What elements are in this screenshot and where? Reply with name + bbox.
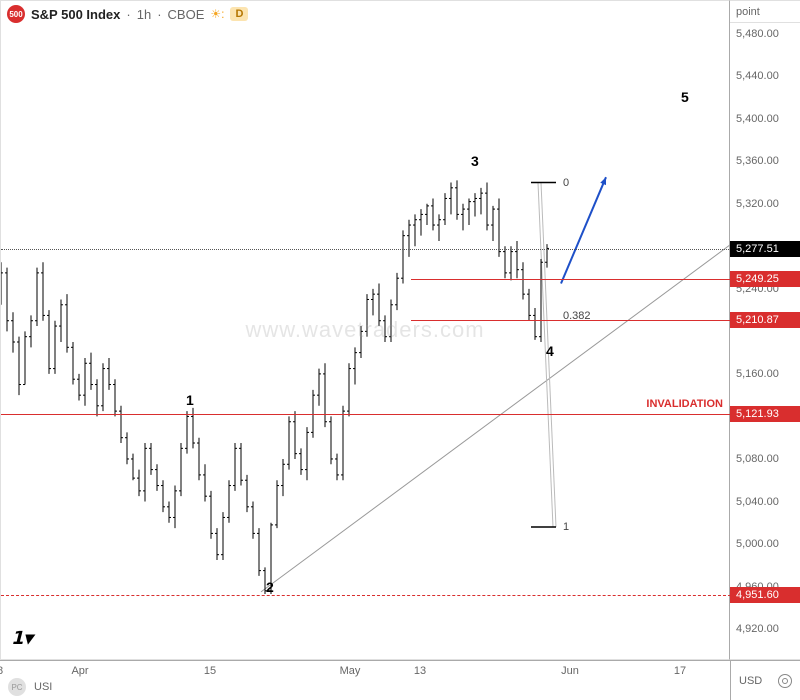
x-tick: Jun	[561, 665, 579, 677]
interval[interactable]: 1h	[137, 7, 151, 22]
price-tag: 5,277.51	[730, 241, 800, 257]
chart-svg	[1, 1, 731, 661]
gear-icon[interactable]	[778, 674, 792, 688]
x-tick: 15	[204, 665, 216, 677]
y-tick: 5,480.00	[736, 28, 779, 40]
provider-label: USI	[34, 681, 52, 693]
x-tick: 13	[414, 665, 426, 677]
x-tick: 8	[0, 665, 3, 677]
y-tick: 5,320.00	[736, 198, 779, 210]
y-axis-label: point	[730, 1, 800, 23]
dot-sep: ·	[126, 7, 130, 22]
symbol-logo: 500	[7, 5, 25, 23]
fib-label: 1	[563, 521, 569, 533]
y-tick: 5,160.00	[736, 368, 779, 380]
wave-label: 5	[681, 89, 689, 105]
y-tick: 5,000.00	[736, 538, 779, 550]
price-tag: 5,210.87	[730, 312, 800, 328]
h-line	[411, 279, 731, 280]
y-tick: 5,400.00	[736, 113, 779, 125]
tradingview-logo[interactable]: 𝟭▾	[11, 628, 30, 649]
fib-label: 0	[563, 177, 569, 189]
wave-label: 4	[546, 343, 554, 359]
x-tick: May	[340, 665, 361, 677]
y-tick: 5,080.00	[736, 453, 779, 465]
wave-label: 2	[266, 579, 274, 595]
price-tag: 4,951.60	[730, 587, 800, 603]
x-footer: PC USI	[8, 678, 52, 696]
currency-label[interactable]: USD	[739, 675, 762, 687]
h-line	[1, 595, 731, 596]
price-tag: 5,121.93	[730, 406, 800, 422]
wave-label: 1	[186, 392, 194, 408]
watermark: www.wavetraders.com	[245, 317, 484, 343]
h-line	[1, 249, 731, 250]
y-tick: 5,040.00	[736, 496, 779, 508]
session-icon: ☀:	[210, 7, 224, 21]
wave-label: 3	[471, 153, 479, 169]
y-tick: 5,360.00	[736, 155, 779, 167]
chart-header: 500 S&P 500 Index · 1h · CBOE ☀: D	[7, 5, 248, 23]
y-tick: 5,440.00	[736, 70, 779, 82]
invalidation-label: INVALIDATION	[646, 398, 723, 410]
x-axis[interactable]: 8 Apr 15 May 13 Jun 17 PC USI	[0, 660, 730, 700]
chart-area[interactable]: 500 S&P 500 Index · 1h · CBOE ☀: D INVAL…	[0, 0, 730, 660]
y-axis[interactable]: point 5,480.00 5,440.00 5,400.00 5,360.00 5,…	[730, 0, 800, 660]
x-tick: Apr	[71, 665, 88, 677]
symbol-title: S&P 500 Index	[31, 7, 120, 22]
day-badge: D	[230, 7, 248, 21]
axis-corner: USD	[730, 660, 800, 700]
y-tick: 4,920.00	[736, 623, 779, 635]
dot-sep: ·	[157, 7, 161, 22]
h-line	[1, 414, 731, 415]
exchange: CBOE	[168, 7, 205, 22]
provider-badge: PC	[8, 678, 26, 696]
x-tick: 17	[674, 665, 686, 677]
price-tag: 5,249.25	[730, 271, 800, 287]
fib-label: 0.382	[563, 310, 591, 322]
